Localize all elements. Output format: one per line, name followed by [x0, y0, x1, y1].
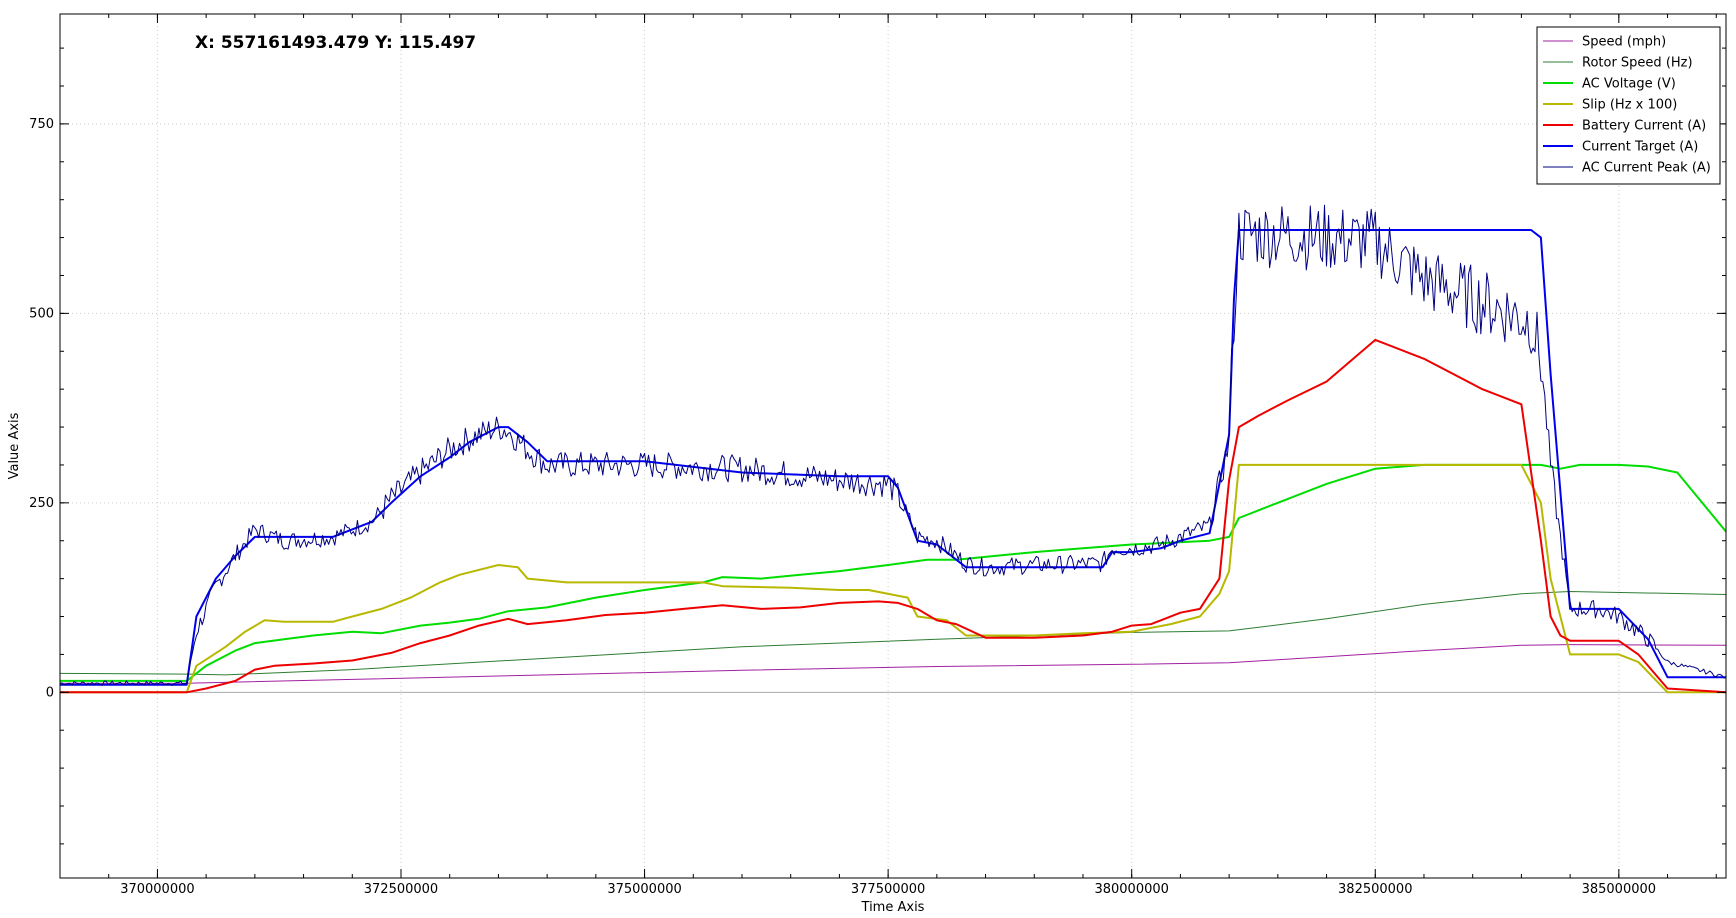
series-layer	[60, 204, 1726, 694]
coordinate-readout: X: 557161493.479 Y: 115.497	[195, 33, 476, 53]
ticks: 370000000 372500000 375000000 377500000 3800…	[29, 14, 1726, 897]
legend-label: Current Target (A)	[1582, 140, 1698, 155]
legend-label: AC Voltage (V)	[1582, 77, 1676, 92]
series-line-ac-current-peak-a	[60, 204, 1726, 686]
x-tick-label: 382500000	[1338, 882, 1412, 897]
legend-item-battery-current-a[interactable]: Battery Current (A)	[1543, 119, 1706, 134]
x-tick-label: 372500000	[364, 882, 438, 897]
legend-label: AC Current Peak (A)	[1582, 161, 1711, 176]
x-tick-label: 377500000	[851, 882, 925, 897]
legend-box	[1536, 26, 1721, 185]
legend-label: Speed (mph)	[1582, 35, 1666, 50]
x-tick-label: 380000000	[1094, 882, 1168, 897]
y-tick-label: 250	[29, 496, 54, 511]
plot-background	[60, 14, 1726, 878]
series-line-battery-current-a	[60, 338, 1726, 694]
legend-label: Battery Current (A)	[1582, 119, 1706, 134]
series-line-speed-mph	[60, 644, 1726, 684]
legend-item-rotor-speed-hz[interactable]: Rotor Speed (Hz)	[1543, 56, 1693, 71]
x-tick-label: 385000000	[1582, 882, 1656, 897]
y-tick-label: 0	[46, 685, 54, 700]
x-axis-title: Time Axis	[861, 900, 925, 915]
legend-item-speed-mph[interactable]: Speed (mph)	[1543, 35, 1666, 50]
legend-item-slip-hz-x-100[interactable]: Slip (Hz x 100)	[1543, 98, 1677, 113]
legend-label: Rotor Speed (Hz)	[1582, 56, 1693, 71]
y-tick-label: 750	[29, 117, 54, 132]
legend-item-ac-current-peak-a[interactable]: AC Current Peak (A)	[1543, 161, 1711, 176]
series-line-slip-hz-x-100	[60, 463, 1726, 694]
x-tick-label: 370000000	[120, 882, 194, 897]
y-axis-title: Value Axis	[7, 412, 22, 479]
y-tick-label: 500	[29, 306, 54, 321]
legend-item-ac-voltage-v[interactable]: AC Voltage (V)	[1543, 77, 1676, 92]
x-tick-label: 375000000	[607, 882, 681, 897]
plot-frame	[59, 13, 1727, 879]
legend-item-current-target-a[interactable]: Current Target (A)	[1543, 140, 1698, 155]
legend[interactable]: Speed (mph) Rotor Speed (Hz) AC Voltage (V…	[1536, 26, 1721, 185]
legend-label: Slip (Hz x 100)	[1582, 98, 1677, 113]
